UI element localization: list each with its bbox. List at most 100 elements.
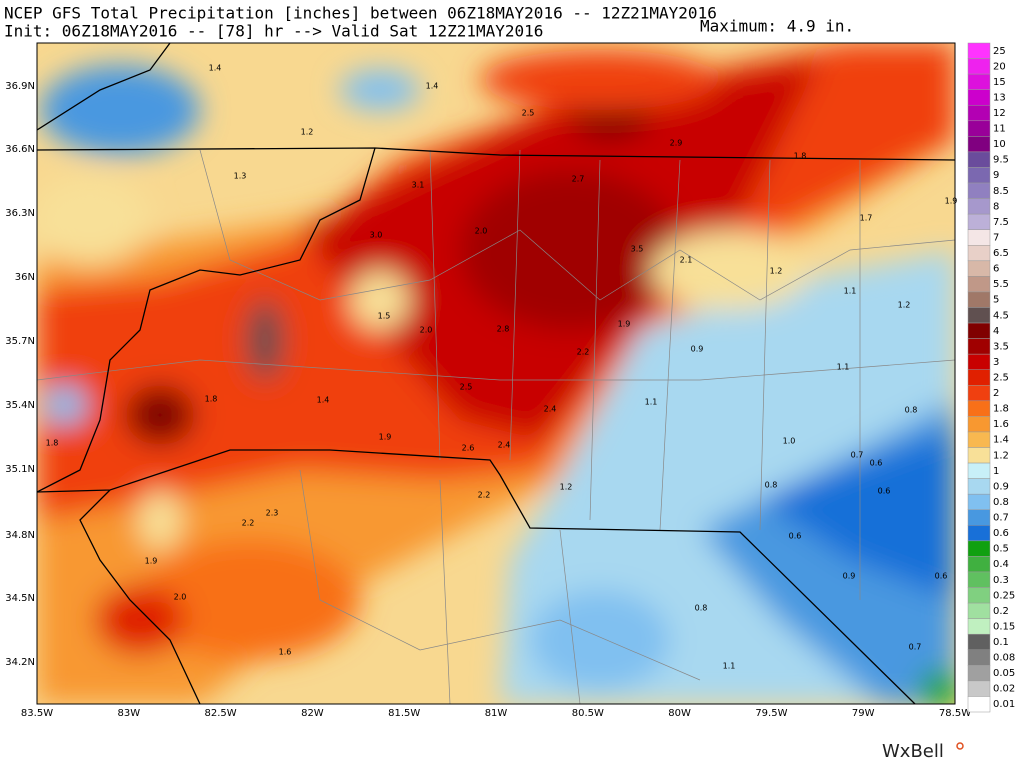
colorbar-swatch xyxy=(967,385,991,402)
colorbar-label: 0.2 xyxy=(993,606,1009,617)
county-lines xyxy=(37,149,955,704)
map-value-label: 3.0 xyxy=(370,231,383,240)
lat-label: 36.3N xyxy=(5,208,35,219)
map-value-label: 1.8 xyxy=(205,395,218,404)
colorbar-swatch xyxy=(967,42,991,59)
colorbar-swatch xyxy=(967,493,991,510)
colorbar-label: 1 xyxy=(993,466,999,477)
map-value-label: 1.4 xyxy=(317,396,330,405)
map-frame xyxy=(36,42,956,705)
colorbar-swatch xyxy=(967,322,991,339)
colorbar-swatch xyxy=(967,307,991,324)
lat-label: 34.8N xyxy=(5,530,35,541)
lon-label: 83.5W xyxy=(21,708,53,719)
map-value-label: 1.8 xyxy=(794,152,807,161)
lon-label: 82.5W xyxy=(205,708,237,719)
lon-label: 83W xyxy=(117,708,140,719)
map-value-label: 0.8 xyxy=(765,481,778,490)
map-value-label: 2.8 xyxy=(497,325,510,334)
colorbar-label: 0.15 xyxy=(993,621,1015,632)
colorbar-swatch xyxy=(967,104,991,122)
colorbar-swatch xyxy=(967,353,991,370)
colorbar-swatch xyxy=(967,462,991,479)
map-value-label: 1.9 xyxy=(379,433,392,442)
colorbar-label: 0.6 xyxy=(993,528,1009,539)
colorbar-swatch xyxy=(967,369,991,386)
map-value-label: 0.7 xyxy=(851,451,864,460)
colorbar-swatch xyxy=(967,151,991,168)
lon-label: 81.5W xyxy=(388,708,420,719)
colorbar-label: 0.4 xyxy=(993,559,1009,570)
colorbar-label: 0.01 xyxy=(993,699,1015,710)
lon-label: 79W xyxy=(852,708,875,719)
colorbar-swatch xyxy=(967,338,991,355)
colorbar-swatch xyxy=(967,571,991,588)
map-value-label: 1.5 xyxy=(378,312,391,321)
map-value-label: 2.6 xyxy=(462,444,475,453)
colorbar-swatch xyxy=(967,198,991,215)
map-value-label: 1.9 xyxy=(145,557,158,566)
map-value-label: 2.0 xyxy=(475,227,488,236)
colorbar-label: 0.02 xyxy=(993,684,1015,695)
colorbar-swatch xyxy=(967,431,991,448)
colorbar-swatch xyxy=(967,73,991,90)
colorbar-label: 0.08 xyxy=(993,653,1015,664)
map-value-label: 2.2 xyxy=(242,519,255,528)
colorbar-label: 0.05 xyxy=(993,668,1015,679)
lat-label: 35.1N xyxy=(5,464,35,475)
colorbar-label: 13 xyxy=(993,92,1006,103)
lon-label: 80.5W xyxy=(572,708,604,719)
colorbar-swatch xyxy=(967,291,991,308)
colorbar-label: 5.5 xyxy=(993,279,1009,290)
colorbar-swatch xyxy=(967,136,991,153)
map-value-label: 1.4 xyxy=(209,64,222,73)
colorbar-swatch xyxy=(967,89,991,106)
colorbar-label: 1.8 xyxy=(993,404,1009,415)
colorbar-label: 6.5 xyxy=(993,248,1009,259)
subtitle: Init: 06Z18MAY2016 -- [78] hr --> Valid … xyxy=(4,22,543,41)
map-value-label: 1.4 xyxy=(426,82,439,91)
colorbar-label: 2 xyxy=(993,388,999,399)
map-value-label: 2.0 xyxy=(420,326,433,335)
lon-label: 80W xyxy=(668,708,691,719)
colorbar-swatch xyxy=(967,696,991,713)
colorbar-swatch xyxy=(967,478,991,495)
map-value-label: 1.7 xyxy=(860,214,873,223)
colorbar-swatch xyxy=(967,245,991,262)
colorbar-label: 5 xyxy=(993,295,999,306)
colorbar-label: 8.5 xyxy=(993,186,1009,197)
map-value-label: 1.2 xyxy=(560,483,573,492)
map-value-label: 0.6 xyxy=(870,459,883,468)
colorbar-swatch xyxy=(967,665,991,682)
colorbar-swatch xyxy=(967,680,991,697)
colorbar-swatch xyxy=(967,260,991,277)
map-value-label: 2.9 xyxy=(670,139,683,148)
map-value-label: 2.0 xyxy=(174,593,187,602)
colorbar-label: 12 xyxy=(993,108,1006,119)
colorbar-swatch xyxy=(967,602,991,619)
colorbar-label: 4 xyxy=(993,326,999,337)
colorbar-label: 4.5 xyxy=(993,310,1009,321)
colorbar-label: 15 xyxy=(993,77,1006,88)
colorbar-swatch xyxy=(967,400,991,417)
maximum: Maximum: 4.9 in. xyxy=(700,17,854,36)
logo-dot xyxy=(956,742,964,750)
map-value-label: 2.2 xyxy=(478,491,491,500)
map-value-label: 0.6 xyxy=(878,487,891,496)
map-value-label: 1.2 xyxy=(301,128,314,137)
map-value-label: 0.7 xyxy=(909,643,922,652)
colorbar-label: 6 xyxy=(993,264,999,275)
map-value-label: 2.5 xyxy=(522,109,535,118)
colorbar-swatch xyxy=(967,540,991,557)
map-value-label: 1.2 xyxy=(898,301,911,310)
map-value-label: 1.1 xyxy=(837,363,850,372)
colorbar-label: 9.5 xyxy=(993,155,1009,166)
colorbar-label: 7 xyxy=(993,232,999,243)
colorbar-label: 0.7 xyxy=(993,513,1009,524)
colorbar-swatch xyxy=(967,229,991,246)
map-value-label: 3.5 xyxy=(631,245,644,254)
map-value-label: 1.1 xyxy=(645,398,658,407)
map-value-label: 2.4 xyxy=(498,441,511,450)
colorbar-label: 7.5 xyxy=(993,217,1009,228)
